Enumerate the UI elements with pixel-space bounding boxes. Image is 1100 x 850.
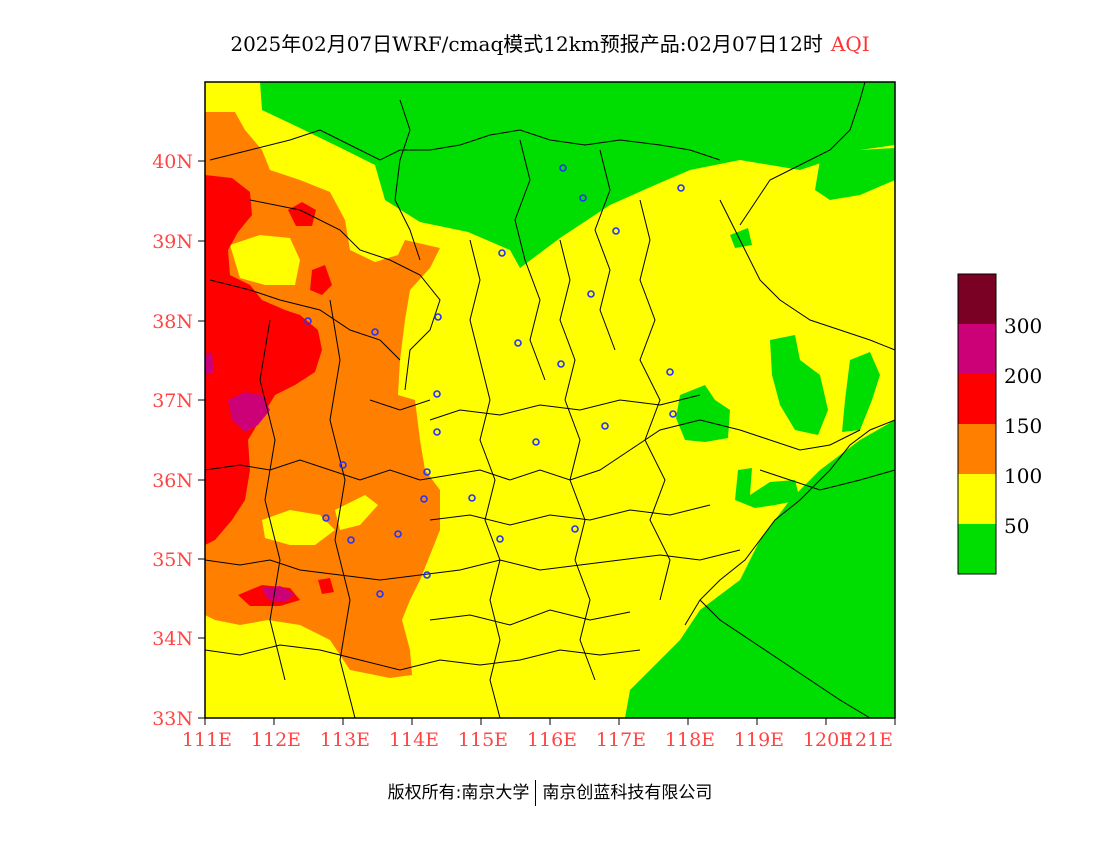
lat-label: 37N xyxy=(152,390,193,412)
lon-label: 112E xyxy=(251,729,301,751)
lon-label: 120E xyxy=(803,729,853,751)
legend-swatch-very-unhealthy xyxy=(958,324,996,374)
legend-swatch-moderate xyxy=(958,474,996,524)
aqi-blob-magenta xyxy=(262,586,295,602)
copyright-footer: 版权所有:南京大学 南京创蓝科技有限公司 xyxy=(0,778,1100,806)
city-marker xyxy=(468,494,476,502)
lon-label: 113E xyxy=(320,729,370,751)
city-marker xyxy=(420,495,428,503)
city-marker xyxy=(304,317,312,325)
lat-label: 40N xyxy=(152,151,193,173)
city-marker xyxy=(433,428,441,436)
legend-label: 150 xyxy=(1004,414,1042,438)
city-marker xyxy=(339,461,347,469)
aqi-blob-green xyxy=(735,468,800,508)
city-marker xyxy=(612,227,620,235)
city-marker xyxy=(347,536,355,544)
lat-label: 33N xyxy=(152,708,193,730)
city-marker xyxy=(376,590,384,598)
legend-label: 100 xyxy=(1004,464,1042,488)
aqi-blob-red xyxy=(288,202,316,226)
city-marker xyxy=(559,164,567,172)
city-marker xyxy=(423,571,431,579)
city-marker xyxy=(371,328,379,336)
city-marker xyxy=(394,530,402,538)
footer-separator xyxy=(535,780,537,806)
city-marker xyxy=(571,525,579,533)
aqi-blob-green xyxy=(842,352,880,432)
lat-ticks xyxy=(198,160,205,719)
city-marker xyxy=(669,410,677,418)
city-marker xyxy=(579,194,587,202)
lat-label: 34N xyxy=(152,628,193,650)
title-aqi-tag: AQI xyxy=(830,32,870,56)
lon-label: 111E xyxy=(182,729,232,751)
lon-label: 116E xyxy=(527,729,577,751)
lon-ticks xyxy=(204,718,896,725)
city-marker xyxy=(514,339,522,347)
lon-label: 114E xyxy=(389,729,439,751)
map-title: 2025年02月07日WRF/cmaq模式12km预报产品:02月07日12时 A… xyxy=(0,28,1100,57)
city-marker xyxy=(601,422,609,430)
legend-swatch-good xyxy=(958,524,996,574)
admin-boundaries xyxy=(205,99,895,718)
city-marker xyxy=(434,313,442,321)
lat-label: 35N xyxy=(152,549,193,571)
lon-labels: 111E 112E 113E 114E 115E 116E 117E 118E … xyxy=(182,729,893,751)
aqi-blob-red xyxy=(318,578,334,594)
aqi-blob-green xyxy=(676,385,730,442)
city-marker xyxy=(587,290,595,298)
legend-frame xyxy=(957,273,997,575)
lat-label: 36N xyxy=(152,470,193,492)
city-marker xyxy=(498,249,506,257)
city-marker xyxy=(433,390,441,398)
aqi-blob-yellow xyxy=(262,510,335,545)
copyright-right: 南京创蓝科技有限公司 xyxy=(542,783,713,803)
lon-label: 119E xyxy=(734,729,784,751)
aqi-fill-layer xyxy=(205,82,895,718)
legend-swatch-unhealthy xyxy=(958,374,996,424)
aqi-blob-magenta xyxy=(228,392,270,432)
legend-swatch-hazardous xyxy=(958,274,996,324)
lat-label: 38N xyxy=(152,311,193,333)
aqi-legend: 300 200 150 100 50 xyxy=(957,273,1042,575)
title-main: 2025年02月07日WRF/cmaq模式12km预报产品:02月07日12时 xyxy=(230,32,823,56)
coastline xyxy=(684,82,895,626)
aqi-blob-magenta xyxy=(205,352,214,375)
aqi-blob-yellow xyxy=(335,495,378,530)
lon-label: 117E xyxy=(596,729,646,751)
aqi-blob-green xyxy=(770,335,828,435)
aqi-blob-yellow xyxy=(230,235,300,285)
city-marker xyxy=(423,468,431,476)
city-markers xyxy=(304,164,685,598)
aqi-blob-green xyxy=(730,228,752,248)
lon-label: 121E xyxy=(843,729,893,751)
lat-labels: 40N 39N 38N 37N 36N 35N 34N 33N xyxy=(152,151,193,730)
aqi-blob-red xyxy=(310,265,332,295)
lat-label: 39N xyxy=(152,231,193,253)
legend-label: 50 xyxy=(1004,514,1029,538)
city-marker xyxy=(322,514,330,522)
legend-swatch-sensitive xyxy=(958,424,996,474)
city-marker xyxy=(557,360,565,368)
city-marker xyxy=(677,184,685,192)
legend-label: 300 xyxy=(1004,314,1042,338)
city-marker xyxy=(496,535,504,543)
city-marker xyxy=(666,368,674,376)
aqi-blob-green xyxy=(815,148,895,200)
copyright-left: 版权所有:南京大学 xyxy=(387,783,530,803)
legend-label: 200 xyxy=(1004,364,1042,388)
lon-label: 115E xyxy=(458,729,508,751)
city-marker xyxy=(532,438,540,446)
lon-label: 118E xyxy=(665,729,715,751)
